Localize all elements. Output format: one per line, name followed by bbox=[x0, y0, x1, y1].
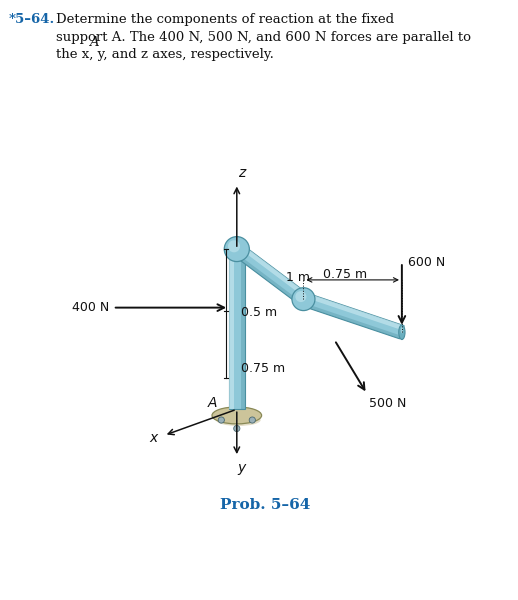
Text: A: A bbox=[208, 396, 218, 410]
Circle shape bbox=[292, 288, 315, 311]
Polygon shape bbox=[238, 244, 308, 298]
Text: y: y bbox=[237, 461, 246, 475]
Ellipse shape bbox=[399, 325, 405, 340]
Ellipse shape bbox=[400, 327, 403, 333]
Text: Determine the components of reaction at the fixed
support A. The 400 N, 500 N, a: Determine the components of reaction at … bbox=[56, 13, 471, 61]
Text: 1 m: 1 m bbox=[285, 271, 310, 284]
Text: x: x bbox=[150, 431, 158, 445]
Text: Prob. 5–64: Prob. 5–64 bbox=[220, 499, 311, 512]
Polygon shape bbox=[301, 302, 401, 339]
Polygon shape bbox=[229, 249, 235, 409]
Circle shape bbox=[234, 425, 240, 431]
Polygon shape bbox=[304, 293, 404, 330]
Text: 0.5 m: 0.5 m bbox=[241, 306, 278, 319]
Text: 0.75 m: 0.75 m bbox=[323, 268, 367, 281]
Polygon shape bbox=[233, 244, 308, 305]
Circle shape bbox=[249, 417, 255, 423]
Circle shape bbox=[224, 236, 249, 262]
Circle shape bbox=[295, 291, 307, 302]
Circle shape bbox=[218, 417, 224, 423]
Polygon shape bbox=[301, 293, 404, 339]
Circle shape bbox=[228, 241, 240, 253]
Ellipse shape bbox=[216, 414, 261, 426]
Text: *5–64.: *5–64. bbox=[8, 13, 54, 26]
Ellipse shape bbox=[212, 407, 262, 424]
Polygon shape bbox=[233, 252, 301, 305]
Polygon shape bbox=[241, 249, 244, 409]
Polygon shape bbox=[229, 249, 244, 409]
Text: 0.75 m: 0.75 m bbox=[241, 362, 285, 375]
Text: z: z bbox=[238, 166, 245, 180]
Text: 500 N: 500 N bbox=[369, 397, 407, 410]
Text: 600 N: 600 N bbox=[408, 256, 445, 269]
Text: 400 N: 400 N bbox=[73, 301, 110, 314]
Text: A: A bbox=[89, 36, 98, 49]
